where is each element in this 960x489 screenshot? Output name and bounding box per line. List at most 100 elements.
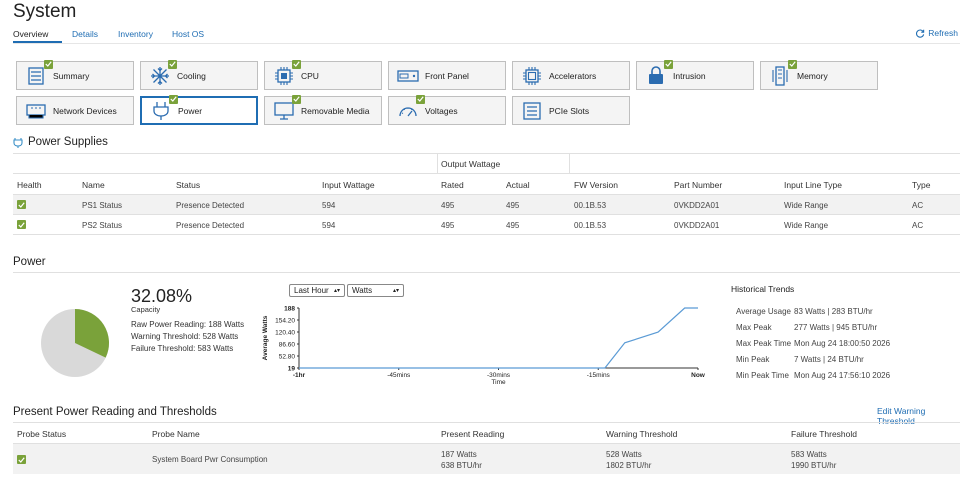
removable-media-icon — [271, 94, 301, 122]
cpu-icon — [271, 59, 301, 87]
tile-memory[interactable]: Memory — [760, 59, 878, 90]
divider — [13, 153, 960, 154]
summary-icon — [23, 59, 53, 87]
tile-label: Accelerators — [549, 70, 597, 81]
status-ok-icon — [664, 59, 673, 69]
trend-label: Min Peak Time — [736, 371, 789, 380]
tile-label: PCIe Slots — [549, 105, 590, 116]
plug-icon — [148, 94, 178, 122]
y-axis-label: Average Watts — [262, 315, 269, 360]
cell-part: 0VKDD2A01 — [674, 201, 720, 210]
divider — [13, 272, 960, 273]
tab-host-os[interactable]: Host OS — [171, 29, 205, 39]
status-ok-icon — [292, 94, 301, 104]
table-row — [13, 195, 960, 214]
power-section-title: Power — [13, 256, 46, 268]
thresholds-title: Present Power Reading and Thresholds — [13, 406, 217, 418]
col-probe-status: Probe Status — [17, 429, 67, 439]
table-row — [13, 215, 960, 234]
tile-label: Summary — [53, 70, 90, 81]
x-axis-label: Time — [491, 379, 506, 385]
tile-summary[interactable]: Summary — [16, 59, 134, 90]
tile-cooling[interactable]: Cooling — [140, 59, 258, 90]
tile-accelerators[interactable]: Accelerators — [512, 61, 630, 90]
y-tick-label: 154.20 — [275, 318, 295, 325]
divider — [13, 422, 960, 423]
status-ok-icon — [168, 59, 177, 69]
cell-input: 594 — [322, 221, 336, 230]
tile-pcie-slots[interactable]: PCIe Slots — [512, 96, 630, 125]
trend-value: 7 Watts | 24 BTU/hr — [794, 355, 864, 364]
accelerator-icon — [519, 65, 545, 87]
x-tick-label: Now — [691, 372, 706, 379]
cell-actual: 495 — [506, 201, 520, 210]
cell-input: 594 — [322, 201, 336, 210]
cell-rated: 495 — [441, 221, 455, 230]
cell-line: Wide Range — [784, 201, 829, 210]
cell-line: Wide Range — [784, 221, 829, 230]
tile-label: Removable Media — [301, 105, 370, 116]
select-arrows-icon: ▴▾ — [392, 288, 399, 294]
col-status: Status — [176, 180, 201, 190]
tab-details[interactable]: Details — [72, 29, 98, 39]
present-reading-watts: 187 Watts — [441, 450, 477, 459]
tile-power[interactable]: Power — [140, 94, 258, 125]
tile-network-devices[interactable]: Network Devices — [16, 96, 134, 125]
power-supply-icon — [13, 138, 23, 148]
trend-value: 277 Watts | 945 BTU/hr — [794, 323, 878, 332]
tile-intrusion[interactable]: Intrusion — [636, 59, 754, 90]
tile-removable-media[interactable]: Removable Media — [264, 94, 382, 125]
refresh-icon — [916, 29, 925, 38]
series-line — [299, 307, 698, 369]
network-icon — [23, 100, 49, 122]
refresh-button[interactable]: Refresh — [916, 28, 958, 38]
cell-rated: 495 — [441, 201, 455, 210]
failure-threshold-watts: 583 Watts — [791, 450, 827, 459]
col-type: Type — [912, 180, 931, 190]
tile-label: Network Devices — [53, 105, 117, 116]
tile-label: Voltages — [425, 105, 458, 116]
col-failure-threshold: Failure Threshold — [791, 429, 857, 439]
output-wattage-header: Output Wattage — [441, 159, 501, 169]
col-input-line-type: Input Line Type — [784, 180, 842, 190]
cell-type: AC — [912, 221, 924, 230]
cell-part: 0VKDD2A01 — [674, 221, 720, 230]
tile-label: Memory — [797, 70, 828, 81]
capacity-value: 32.08% — [131, 286, 193, 306]
warning-threshold-watts: 528 Watts — [606, 450, 642, 459]
tile-cpu[interactable]: CPU — [264, 59, 382, 90]
divider — [569, 153, 570, 173]
cell-name: PS2 Status — [82, 221, 123, 230]
select-arrows-icon: ▴▾ — [333, 288, 340, 294]
cell-fw: 00.1B.53 — [574, 201, 607, 210]
status-ok-icon — [17, 455, 26, 464]
trend-value: Mon Aug 24 17:56:10 2026 — [794, 371, 891, 380]
tab-inventory[interactable]: Inventory — [117, 29, 153, 39]
tile-voltages[interactable]: Voltages — [388, 94, 506, 125]
pie-slice-used — [75, 309, 109, 358]
divider — [13, 443, 960, 444]
tile-label: Cooling — [177, 70, 206, 81]
raw-power-reading: Raw Power Reading: 188 Watts — [131, 320, 245, 329]
time-range-select[interactable]: Last Hour ▴▾ — [289, 284, 345, 297]
warning-threshold-text: Warning Threshold: 528 Watts — [131, 332, 239, 341]
trend-label: Max Peak — [736, 323, 772, 332]
status-ok-icon — [788, 59, 797, 69]
trend-value: Mon Aug 24 18:00:50 2026 — [794, 339, 891, 348]
power-supplies-title: Power Supplies — [28, 136, 108, 148]
col-name: Name — [82, 180, 105, 190]
unit-value: Watts — [352, 286, 373, 295]
tile-front-panel[interactable]: Front Panel — [388, 61, 506, 90]
col-warning-threshold: Warning Threshold — [606, 429, 678, 439]
divider — [437, 153, 438, 173]
status-ok-icon — [292, 59, 301, 69]
tile-label: Front Panel — [425, 70, 469, 81]
tab-overview[interactable]: Overview — [13, 28, 62, 43]
edit-warning-threshold-link[interactable]: Edit Warning Threshold — [877, 406, 926, 426]
x-tick-label: -15mins — [587, 372, 611, 379]
unit-select[interactable]: Watts ▴▾ — [347, 284, 404, 297]
trend-value: 83 Watts | 283 BTU/hr — [794, 307, 873, 316]
cell-type: AC — [912, 201, 924, 210]
trend-label: Average Usage — [736, 307, 791, 316]
memory-icon — [767, 59, 797, 87]
